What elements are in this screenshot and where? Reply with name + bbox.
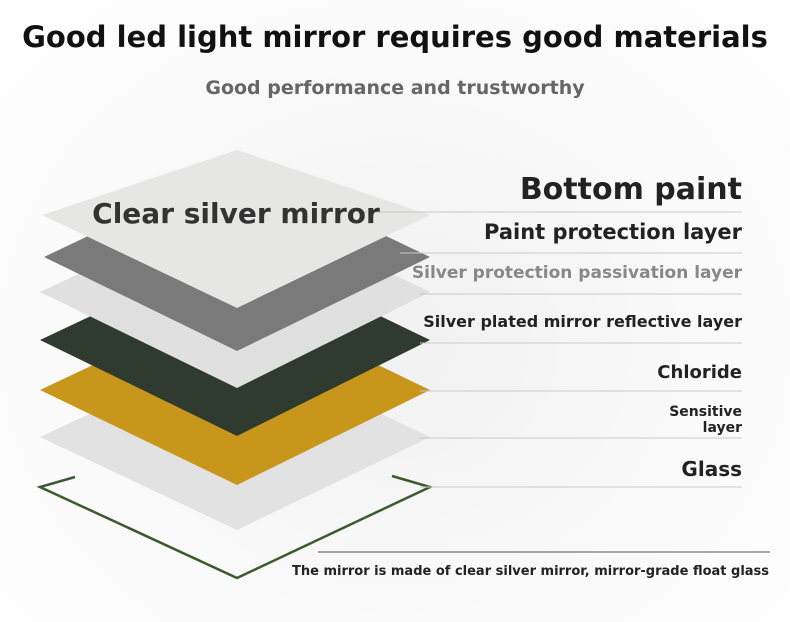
footnote: The mirror is made of clear silver mirro… bbox=[292, 564, 770, 579]
layer-label: Glass bbox=[681, 457, 742, 481]
layer-label: Chloride bbox=[657, 362, 742, 383]
layer-label: Silver plated mirror reflective layer bbox=[423, 312, 742, 331]
top-layer-label: Clear silver mirror bbox=[92, 197, 380, 230]
leader-lines bbox=[360, 211, 742, 488]
layer-label: Paint protection layer bbox=[484, 220, 742, 244]
layer-label: Silver protection passivation layer bbox=[411, 263, 742, 283]
title: Good led light mirror requires good mate… bbox=[22, 20, 768, 54]
layer-label: Bottom paint bbox=[519, 172, 742, 207]
subtitle: Good performance and trustworthy bbox=[205, 77, 585, 99]
top-layer bbox=[42, 150, 430, 308]
bracket bbox=[36, 474, 434, 580]
layer-label: Sensitive layer bbox=[669, 404, 742, 436]
